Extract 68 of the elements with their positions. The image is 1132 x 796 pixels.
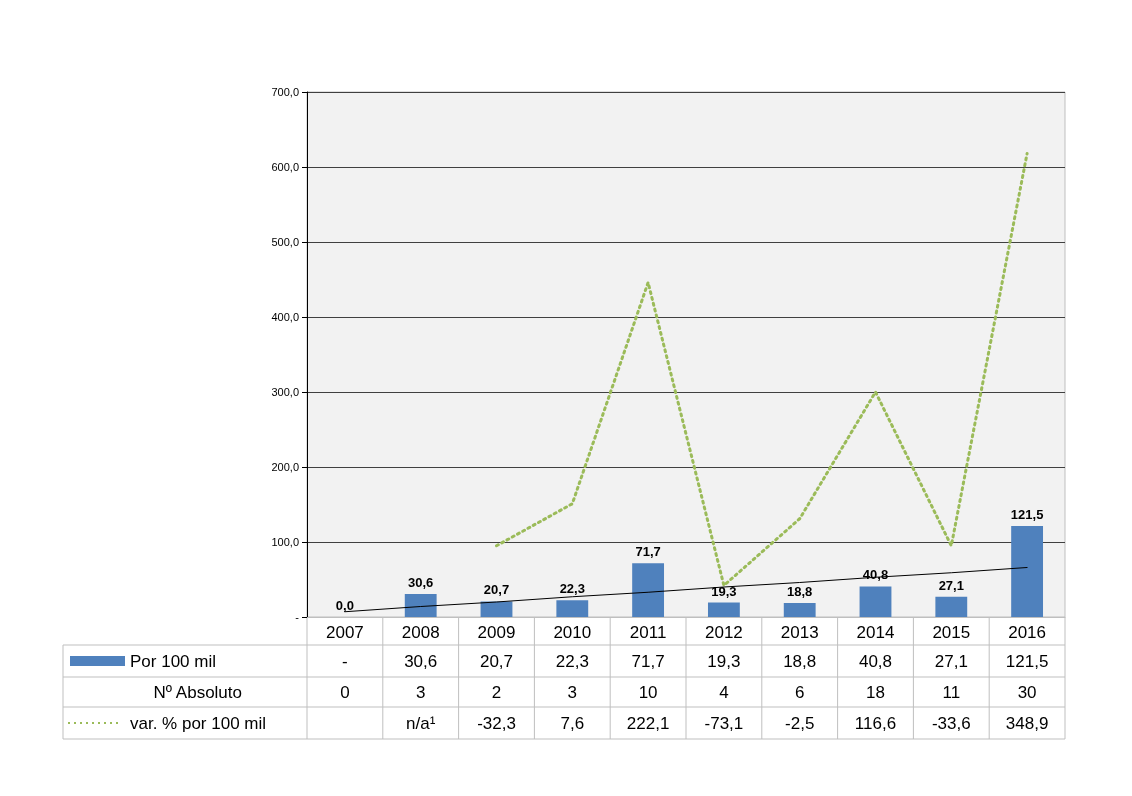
y-tick-label: 600,0: [271, 161, 299, 173]
text: 0: [340, 682, 350, 702]
text: 2: [491, 682, 502, 702]
text: 222,1: [626, 713, 670, 733]
bar: [935, 596, 968, 617]
x-tick-label: 2013: [780, 623, 819, 642]
bar: [707, 602, 740, 617]
x-tick-label: 2012: [704, 623, 743, 642]
legend-label: Por 100 mil: [130, 651, 216, 671]
y-tick-label: 200,0: [271, 461, 299, 473]
text: n/a¹: [406, 713, 436, 733]
data-label: 121,5: [1010, 506, 1044, 522]
y-tick-label: -: [295, 611, 300, 623]
text: 18,8: [783, 651, 817, 671]
text: 3: [567, 682, 578, 702]
legend-label: var. % por 100 mil: [130, 713, 267, 733]
data-label: 20,7: [483, 582, 510, 598]
text: 20,7: [479, 651, 514, 671]
x-tick-label: 2010: [553, 623, 592, 642]
text: 3: [415, 682, 426, 702]
text: -33,6: [931, 713, 971, 733]
y-tick-label: 500,0: [271, 236, 299, 248]
text: 22,3: [555, 651, 589, 671]
y-tick-label: 400,0: [271, 311, 299, 323]
data-label: 27,1: [938, 577, 964, 593]
text: 7,6: [560, 713, 585, 733]
text: 40,8: [858, 651, 893, 671]
data-label: 71,7: [635, 544, 661, 560]
text: 19,3: [707, 651, 741, 671]
data-label: 30,6: [408, 575, 434, 591]
x-tick-label: 2011: [629, 623, 667, 642]
text: Nº Absoluto: [153, 682, 242, 702]
x-tick-label: 2016: [1008, 623, 1047, 642]
bar: [480, 601, 513, 617]
y-tick-label: 300,0: [271, 386, 299, 398]
text: 18: [866, 682, 885, 702]
data-label: 0,0: [335, 598, 354, 613]
text: 348,9: [1005, 713, 1049, 733]
x-tick-label: 2009: [477, 623, 516, 642]
bar: [556, 600, 589, 617]
text: 71,7: [631, 651, 665, 671]
data-label: 22,3: [559, 581, 585, 597]
bar: [859, 586, 892, 617]
text: 10: [638, 682, 658, 702]
x-tick-label: 2014: [856, 623, 895, 642]
bar: [783, 602, 816, 617]
data-label: 18,8: [787, 583, 813, 599]
y-tick-label: 100,0: [271, 536, 299, 548]
y-tick-label: 700,0: [271, 86, 299, 98]
text: 11: [942, 682, 961, 702]
data-label: 19,3: [711, 583, 737, 599]
x-tick-label: 2008: [401, 623, 440, 642]
text: 30,6: [404, 651, 438, 671]
text: 6: [794, 682, 805, 702]
text: -32,3: [477, 713, 516, 733]
text: -2,5: [785, 713, 815, 733]
bar: [404, 594, 437, 617]
bar: [632, 563, 665, 617]
text: -: [342, 651, 348, 671]
text: 116,6: [854, 713, 897, 733]
x-tick-label: 2007: [325, 623, 364, 642]
x-tick-label: 2015: [932, 623, 971, 642]
text: 30: [1017, 682, 1037, 702]
text: 4: [719, 682, 729, 702]
text: 27,1: [934, 651, 968, 671]
text: 121,5: [1005, 651, 1049, 671]
bar: [1011, 525, 1044, 617]
text: -73,1: [704, 713, 744, 733]
